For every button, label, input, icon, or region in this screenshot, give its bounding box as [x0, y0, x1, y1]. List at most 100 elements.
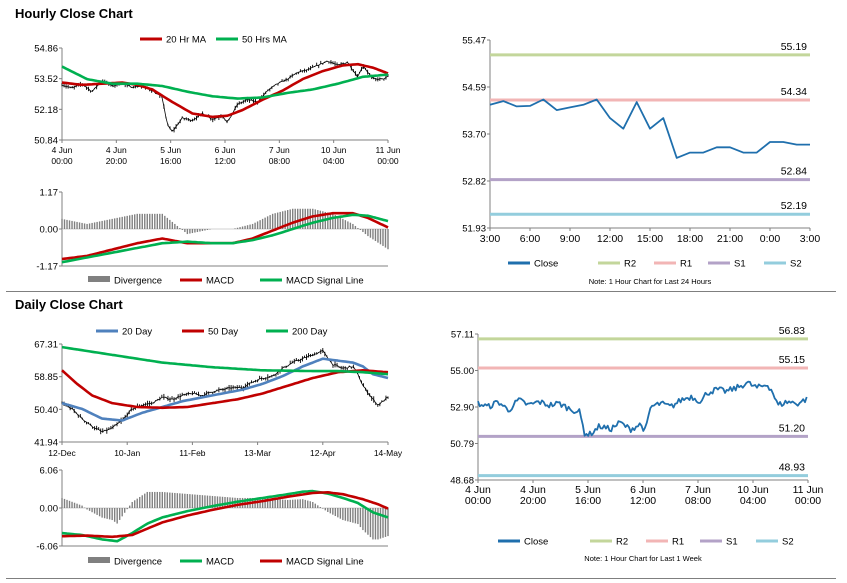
hourly-macd-legend-swatch [88, 276, 110, 282]
section-divider [6, 291, 836, 292]
weekly-close-x-tick-label: 4 Jun [520, 484, 546, 496]
daily-price-y-tick-label: 58.85 [34, 372, 58, 383]
hourly-close-x-tick-label: 3:00 [480, 233, 501, 245]
hourly-close-x-tick-label: 9:00 [560, 233, 581, 245]
hourly-section-title: Hourly Close Chart [15, 6, 133, 21]
weekly-close-x-tick-label: 5 Jun [575, 484, 601, 496]
hourly-price-x-tick-label: 7 Jun [269, 145, 290, 155]
hourly-price-x-tick-label: 6 Jun [215, 145, 236, 155]
hourly-close-legend-label: S1 [734, 259, 746, 270]
hourly-price-x-tick-label: 04:00 [323, 156, 345, 166]
hourly-macd-legend-label: MACD [206, 276, 234, 287]
daily-price-legend-label: 50 Day [208, 327, 238, 338]
weekly-close-y-tick-label: 52.90 [450, 403, 474, 414]
daily-macd-legend-label: MACD [206, 557, 234, 568]
hourly-close-y-tick-label: 52.82 [462, 177, 486, 188]
hourly-close-level-label: 52.19 [781, 200, 807, 212]
hourly-price-x-tick-label: 00:00 [51, 156, 73, 166]
weekly-close-x-tick-label: 04:00 [740, 495, 766, 507]
hourly-close-level-label: 55.19 [781, 41, 807, 53]
hourly-macd-y-tick-label: -1.17 [36, 262, 58, 273]
weekly-close-x-tick-label: 20:00 [520, 495, 546, 507]
hourly-macd-y-tick-label: 0.00 [40, 225, 59, 236]
weekly-close-x-tick-label: 00:00 [795, 495, 821, 507]
hourly-close-legend-label: S2 [790, 259, 802, 270]
weekly-close-x-tick-label: 4 Jun [465, 484, 491, 496]
daily-price-series-line [61, 369, 389, 410]
hourly-price-x-tick-label: 08:00 [269, 156, 291, 166]
daily-price-x-tick-label: 13-Mar [244, 448, 271, 458]
hourly-close-close-line [489, 98, 810, 159]
bottom-divider [6, 578, 836, 579]
weekly-close-legend-label: S1 [726, 537, 738, 548]
hourly-close-y-tick-label: 54.59 [462, 83, 486, 94]
hourly-macd-y-tick-label: 1.17 [40, 188, 59, 199]
weekly-close-y-tick-label: 57.11 [451, 330, 474, 341]
hourly-close-y-tick-label: 51.93 [462, 224, 486, 235]
daily-macd-y-tick-label: -6.06 [36, 542, 58, 553]
weekly-close-level-label: 48.93 [779, 462, 805, 474]
weekly-close-note: Note: 1 Hour Chart for Last 1 Week [584, 554, 702, 563]
hourly-close-legend-label: R2 [624, 259, 636, 270]
daily-price-series-line [61, 357, 389, 422]
hourly-price-y-tick-label: 50.84 [34, 136, 58, 147]
hourly-close-y-tick-label: 53.70 [462, 130, 486, 141]
weekly-close-legend-label: S2 [782, 537, 794, 548]
hourly-price-y-tick-label: 53.52 [34, 74, 58, 85]
weekly-close-level-label: 55.15 [779, 354, 805, 366]
daily-price-price-line [61, 350, 389, 433]
weekly-close-level-label: 51.20 [779, 422, 805, 434]
hourly-close-x-tick-label: 6:00 [520, 233, 541, 245]
daily-price-y-tick-label: 50.40 [34, 405, 58, 416]
daily-section-title: Daily Close Chart [15, 297, 123, 312]
daily-price-x-tick-label: 11-Feb [179, 448, 206, 458]
weekly-close-x-tick-label: 00:00 [465, 495, 491, 507]
daily-price-x-tick-label: 10-Jan [114, 448, 140, 458]
hourly-price-x-tick-label: 16:00 [160, 156, 182, 166]
weekly-close-legend-label: R1 [672, 537, 684, 548]
hourly-macd-series-line [61, 213, 389, 264]
daily-price-chart: 20 Day 50 Day 200 Day67.3158.8550.4041.941… [34, 327, 403, 459]
daily-macd-series-line [62, 491, 389, 539]
daily-price-series-line [61, 345, 389, 376]
hourly-close-note: Note: 1 Hour Chart for Last 24 Hours [589, 277, 712, 286]
daily-price-x-tick-label: 12-Apr [310, 448, 336, 458]
weekly-close-close-line [477, 380, 808, 437]
hourly-close-level-label: 52.84 [781, 166, 807, 178]
hourly-price-x-tick-label: 5 Jun [160, 145, 181, 155]
daily-macd-legend-swatch [88, 557, 110, 563]
daily-price-x-tick-label: 14-May [374, 448, 403, 458]
hourly-macd-legend-label: MACD Signal Line [286, 276, 364, 287]
hourly-price-x-tick-label: 10 Jun [321, 145, 347, 155]
weekly-close-x-tick-label: 7 Jun [685, 484, 711, 496]
daily-price-legend-label: 20 Day [122, 327, 152, 338]
weekly-close-y-tick-label: 50.79 [450, 439, 474, 450]
daily-macd-y-tick-label: 0.00 [40, 504, 59, 515]
daily-macd-y-tick-label: 6.06 [40, 466, 59, 477]
weekly-close-x-tick-label: 6 Jun [630, 484, 656, 496]
hourly-price-legend-label: 50 Hrs MA [242, 35, 288, 46]
daily-price-legend-label: 200 Day [292, 327, 328, 338]
hourly-close-x-tick-label: 3:00 [800, 233, 821, 245]
hourly-price-x-tick-label: 4 Jun [106, 145, 127, 155]
daily-macd-legend-label: Divergence [114, 557, 162, 568]
weekly-close-x-tick-label: 12:00 [630, 495, 656, 507]
daily-macd-chart: 6.06 0.00 -6.06 Divergence MACD MACD Signal L… [36, 466, 389, 568]
hourly-price-series-line [61, 65, 389, 100]
hourly-price-y-tick-label: 54.86 [34, 44, 58, 55]
hourly-price-y-tick-label: 52.18 [34, 105, 58, 116]
hourly-macd-legend-label: Divergence [114, 276, 162, 287]
weekly-close-level-label: 56.83 [779, 325, 805, 337]
hourly-close-x-tick-label: 21:00 [717, 233, 743, 245]
hourly-close-y-tick-label: 55.47 [462, 36, 486, 47]
hourly-price-series-line [61, 62, 389, 119]
hourly-close-x-tick-label: 15:00 [637, 233, 663, 245]
hourly-macd-chart: 1.17 0.00 -1.17 Divergence MACD MACD Signal L… [36, 188, 389, 287]
daily-price-y-tick-label: 41.94 [34, 438, 58, 449]
hourly-close-level-label: 54.34 [781, 86, 807, 98]
hourly-price-x-tick-label: 20:00 [106, 156, 128, 166]
weekly-close-y-tick-label: 48.68 [450, 476, 474, 487]
